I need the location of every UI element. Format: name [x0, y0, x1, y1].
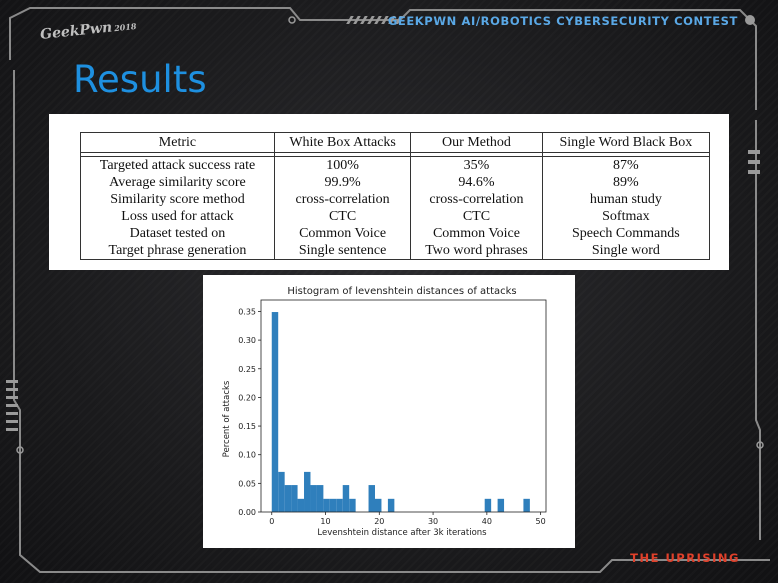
table-cell: Target phrase generation — [80, 242, 275, 260]
x-tick-label: 20 — [374, 517, 384, 526]
results-table: Metric White Box Attacks Our Method Sing… — [80, 132, 711, 260]
y-tick-label: 0.00 — [238, 508, 256, 517]
frame-bottom — [200, 559, 770, 573]
plot-area-frame — [260, 299, 547, 513]
table-cell: CTC — [410, 208, 543, 225]
table-cell: Common Voice — [273, 225, 412, 242]
x-tick-label: 50 — [536, 517, 546, 526]
table-cell: human study — [541, 191, 711, 208]
x-tick-label: 40 — [482, 517, 492, 526]
table-cell: 35% — [410, 156, 543, 174]
table-cell: Loss used for attack — [80, 208, 275, 225]
table-cell: Single word — [541, 242, 711, 260]
x-tick-label: 30 — [428, 517, 438, 526]
histogram-bar — [297, 498, 305, 512]
chart-title: Histogram of levenshtein distances of at… — [287, 286, 516, 297]
histogram-bar — [375, 498, 382, 512]
table-cell: Average similarity score — [80, 174, 275, 191]
table-cell: Similarity score method — [80, 191, 275, 208]
table-cell: Speech Commands — [541, 225, 711, 242]
column-header: White Box Attacks — [273, 132, 412, 153]
table-cell: Single sentence — [273, 242, 412, 260]
table-row: Similarity score method cross-correlatio… — [80, 191, 711, 208]
histogram-bar — [329, 498, 337, 512]
table-cell: 87% — [541, 156, 711, 174]
histogram-bar — [271, 312, 279, 512]
histogram-bar — [336, 498, 343, 512]
chart-y-axis-label: Percent of attacks — [222, 380, 232, 457]
table-row: Average similarity score 99.9% 94.6% 89% — [80, 174, 711, 191]
table-cell: Softmax — [541, 208, 711, 225]
frame-top-left — [9, 7, 320, 60]
histogram-bar — [368, 485, 375, 512]
table-cell: Dataset tested on — [80, 225, 275, 242]
y-tick-label: 0.35 — [238, 307, 256, 316]
event-tagline: THE UPRISING — [630, 551, 740, 565]
histogram-bar — [278, 471, 285, 512]
contest-title: GEEKPWN AI/ROBOTICS CYBERSECURITY CONTES… — [387, 14, 738, 28]
histogram-bar — [323, 498, 330, 512]
table-cell: cross-correlation — [410, 191, 543, 208]
y-tick-label: 0.10 — [238, 451, 256, 460]
table-row: Target phrase generation Single sentence… — [80, 242, 711, 260]
histogram-bar — [484, 498, 492, 512]
histogram-bar — [310, 485, 317, 512]
frame-ticks — [6, 16, 760, 431]
page-title: Results — [73, 58, 207, 101]
histogram-bar — [304, 471, 311, 512]
x-axis-ticks: 0 10 20 30 40 50 — [269, 512, 546, 526]
histogram-bar — [291, 485, 298, 512]
frame-top-right — [320, 9, 757, 110]
frame-right-side — [755, 120, 761, 540]
table-cell: Common Voice — [410, 225, 543, 242]
y-tick-label: 0.30 — [238, 336, 256, 345]
frame-left-side — [13, 70, 200, 573]
table-cell: CTC — [273, 208, 412, 225]
histogram-bar — [316, 485, 324, 512]
x-tick-label: 0 — [269, 517, 274, 526]
x-tick-label: 10 — [320, 517, 330, 526]
histogram-chart: Histogram of levenshtein distances of at… — [222, 286, 547, 538]
chart-x-axis-label: Levenshtein distance after 3k iterations — [317, 528, 487, 538]
frame-corner-dot — [745, 15, 755, 25]
histogram-bar — [342, 485, 350, 512]
histogram-bar — [387, 498, 395, 512]
table-cell: 99.9% — [273, 174, 412, 191]
table-cell: Targeted attack success rate — [80, 156, 275, 174]
y-tick-label: 0.20 — [238, 393, 256, 402]
table-cell: 89% — [541, 174, 711, 191]
table-header-row: Metric White Box Attacks Our Method Sing… — [80, 132, 711, 153]
results-table-panel: Metric White Box Attacks Our Method Sing… — [49, 114, 729, 270]
column-header: Single Word Black Box — [541, 132, 711, 153]
column-header: Our Method — [410, 132, 543, 153]
histogram-bar — [523, 498, 530, 512]
table-cell: Two word phrases — [410, 242, 543, 260]
histogram-panel: Histogram of levenshtein distances of at… — [203, 275, 575, 548]
histogram-bars — [271, 312, 530, 512]
column-header: Metric — [80, 132, 275, 153]
table-cell: cross-correlation — [273, 191, 412, 208]
y-tick-label: 0.15 — [238, 422, 256, 431]
y-tick-label: 0.25 — [238, 365, 256, 374]
y-axis-ticks: 0.00 0.05 0.10 0.15 0.20 0.25 0.30 0.35 — [238, 307, 261, 517]
table-row: Dataset tested on Common Voice Common Vo… — [80, 225, 711, 242]
table-row: Targeted attack success rate 100% 35% 87… — [80, 156, 711, 174]
table-cell: 100% — [273, 156, 412, 174]
y-tick-label: 0.05 — [238, 479, 256, 488]
histogram-bar — [497, 498, 505, 512]
histogram-bar — [349, 498, 356, 512]
histogram-bar — [284, 485, 292, 512]
table-row: Loss used for attack CTC CTC Softmax — [80, 208, 711, 225]
table-cell: 94.6% — [410, 174, 543, 191]
